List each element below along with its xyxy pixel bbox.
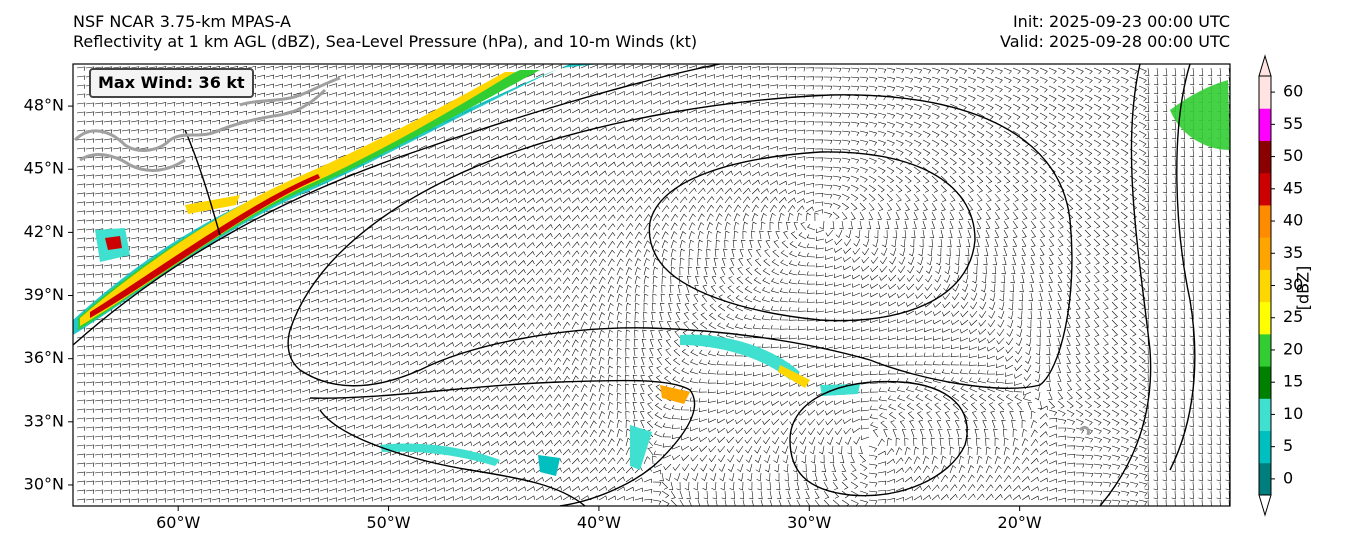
max-wind-label: Max Wind: 36 kt xyxy=(89,68,254,98)
reflectivity-scattered-2 xyxy=(778,365,810,388)
lat-tick-label: 36°N xyxy=(24,348,64,367)
colorbar-tick-label: 20 xyxy=(1283,339,1303,358)
colorbar-segment xyxy=(1259,172,1271,206)
colorbar-segment xyxy=(1259,140,1271,174)
lat-tick-label: 33°N xyxy=(24,411,64,430)
colorbar-tick-label: 50 xyxy=(1283,146,1303,165)
colorbar-segment xyxy=(1259,430,1271,464)
colorbar-segment xyxy=(1259,269,1271,303)
valid-time: Valid: 2025-09-28 00:00 UTC xyxy=(999,32,1230,51)
coastline-nova-scotia xyxy=(239,76,341,107)
map-title-right: Init: 2025-09-23 00:00 UTC Valid: 2025-0… xyxy=(1000,12,1230,52)
reflectivity-scattered-8 xyxy=(820,384,860,396)
reflectivity-layer xyxy=(73,64,1230,476)
isobar-nw-low xyxy=(184,129,221,236)
lon-tick-label: 60°W xyxy=(156,513,200,532)
lat-tick-label: 48°N xyxy=(24,96,64,115)
latitude-axis: 30°N 33°N 36°N 39°N 42°N 45°N 48°N xyxy=(24,96,73,493)
colorbar-segment xyxy=(1259,108,1271,141)
colorbar-under-triangle xyxy=(1258,494,1272,517)
coastline-east-bits xyxy=(1078,426,1090,436)
colorbar-tick-label: 60 xyxy=(1283,82,1303,101)
wind-barb-field xyxy=(76,64,1230,506)
colorbar-segment xyxy=(1259,237,1271,270)
coastline-newfoundland-2 xyxy=(79,153,186,172)
lon-tick-label: 50°W xyxy=(366,513,410,532)
colorbar-over-triangle xyxy=(1258,54,1272,77)
reflectivity-northeast xyxy=(1170,80,1230,150)
coastline-newfoundland xyxy=(73,88,327,152)
lon-tick-label: 20°W xyxy=(998,513,1042,532)
init-time: Init: 2025-09-23 00:00 UTC xyxy=(1012,12,1230,31)
colorbar-tick-label: 0 xyxy=(1283,468,1293,487)
lon-tick-label: 30°W xyxy=(787,513,831,532)
isobar-high-outer xyxy=(287,94,1073,389)
colorbar-label: [dBZ] xyxy=(1294,266,1313,311)
pressure-contours xyxy=(73,64,1196,506)
colorbar-tick-label: 5 xyxy=(1283,436,1293,455)
reflectivity-band-heavy xyxy=(80,72,515,326)
colorbar-tick-label: 10 xyxy=(1283,404,1303,423)
reflectivity-scattered-3 xyxy=(538,455,560,476)
colorbar-segment xyxy=(1259,398,1271,432)
map-plot-area xyxy=(73,64,1230,506)
colorbar-tick-label: 55 xyxy=(1283,114,1303,133)
colorbar-segment xyxy=(1259,301,1271,335)
reflectivity-scattered-1 xyxy=(680,334,800,380)
lat-tick-label: 45°N xyxy=(24,159,64,178)
colorbar-tick-label: 25 xyxy=(1283,307,1303,326)
isobar-east-inner xyxy=(1169,64,1196,471)
isobar-southwest xyxy=(309,379,696,506)
colorbar-segment xyxy=(1259,204,1271,238)
reflectivity-scattered-7 xyxy=(105,236,122,250)
isobar-south-low xyxy=(789,380,968,497)
lat-tick-label: 30°N xyxy=(24,474,64,493)
map-frame xyxy=(72,63,1231,507)
reflectivity-scattered-5 xyxy=(380,443,500,466)
colorbar-tick-label: 35 xyxy=(1283,243,1303,262)
reflectivity-colorbar: 0 5 10 15 20 25 30 35 40 45 50 55 60 xyxy=(1258,54,1303,517)
reflectivity-scattered-4 xyxy=(630,425,652,470)
isobar-south-arc xyxy=(319,409,586,506)
coastline-gray xyxy=(73,76,1090,436)
colorbar-segment xyxy=(1259,333,1271,367)
wind-barbs xyxy=(76,64,1230,506)
colorbar-tick-label: 45 xyxy=(1283,178,1303,197)
colorbar-segment xyxy=(1259,462,1271,496)
colorbar-segment xyxy=(1259,366,1271,399)
isobar-east-trough xyxy=(1099,64,1152,506)
isobar-north-ridge xyxy=(73,64,721,346)
fields-title: Reflectivity at 1 km AGL (dBZ), Sea-Leve… xyxy=(73,32,698,51)
lat-tick-label: 39°N xyxy=(24,285,64,304)
reflectivity-scattered-10 xyxy=(185,195,240,214)
isobar-high-center xyxy=(648,151,976,322)
colorbar-tick-label: 40 xyxy=(1283,211,1303,230)
colorbar-tick-label: 15 xyxy=(1283,372,1303,391)
map-title-left: NSF NCAR 3.75-km MPAS-A Reflectivity at … xyxy=(73,12,697,52)
model-title: NSF NCAR 3.75-km MPAS-A xyxy=(73,12,291,31)
colorbar-segment xyxy=(1259,76,1271,109)
colorbar-tick-label: 30 xyxy=(1283,275,1303,294)
reflectivity-scattered-9 xyxy=(660,385,690,404)
reflectivity-band-red xyxy=(90,174,320,318)
lat-tick-label: 42°N xyxy=(24,222,64,241)
longitude-axis: 60°W 50°W 40°W 30°W 20°W xyxy=(156,506,1042,532)
lon-tick-label: 40°W xyxy=(577,513,621,532)
